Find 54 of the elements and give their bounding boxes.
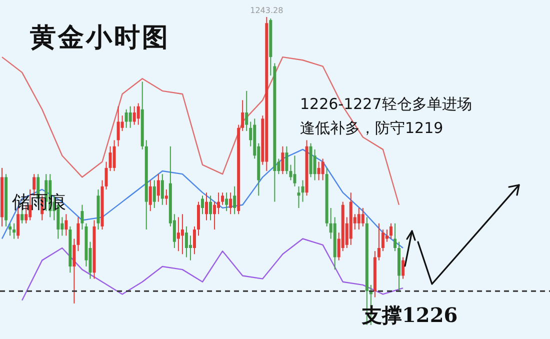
candlestick bbox=[205, 192, 208, 221]
candlestick bbox=[201, 195, 204, 215]
candlestick bbox=[108, 146, 112, 172]
candlestick bbox=[76, 216, 80, 252]
candlestick bbox=[176, 216, 180, 252]
candlestick bbox=[225, 192, 228, 212]
candlestick bbox=[377, 222, 380, 261]
candlestick bbox=[301, 180, 304, 202]
candlestick bbox=[313, 148, 316, 181]
candlestick bbox=[381, 229, 384, 252]
chart-title: 黄金小时图 bbox=[30, 22, 170, 55]
candlestick bbox=[152, 180, 156, 208]
candlestick bbox=[64, 214, 68, 236]
candlestick bbox=[281, 146, 284, 175]
candlestick bbox=[72, 238, 76, 304]
candlestick bbox=[128, 106, 132, 128]
candlestick bbox=[389, 222, 392, 240]
candlestick bbox=[285, 146, 288, 175]
candlestick bbox=[180, 214, 184, 255]
candlestick bbox=[209, 195, 212, 221]
candlestick bbox=[361, 207, 364, 227]
candlestick bbox=[184, 226, 188, 258]
candlestick bbox=[289, 164, 292, 181]
candlestick bbox=[104, 161, 108, 190]
candlestick bbox=[221, 192, 224, 206]
candlestick bbox=[80, 204, 84, 230]
candlestick bbox=[241, 100, 244, 132]
candlestick bbox=[124, 108, 128, 128]
candlestick bbox=[297, 186, 300, 208]
candlestick bbox=[217, 192, 220, 215]
candlestick bbox=[12, 222, 16, 240]
candlestick bbox=[245, 90, 248, 132]
candlestick bbox=[188, 235, 192, 261]
annotation: 1243.28 bbox=[250, 6, 284, 16]
candlestick bbox=[164, 188, 168, 206]
candlestick bbox=[148, 180, 152, 212]
annotation: 逢低补多，防守1219 bbox=[300, 119, 444, 138]
candlestick bbox=[317, 161, 320, 181]
candlestick bbox=[136, 102, 140, 126]
candlestick bbox=[357, 207, 360, 230]
candlestick bbox=[229, 192, 232, 215]
candlestick bbox=[116, 106, 120, 147]
candlestick bbox=[160, 174, 164, 206]
candlestick bbox=[112, 140, 116, 172]
candlestick bbox=[132, 106, 136, 126]
candlestick bbox=[401, 256, 404, 280]
candlestick bbox=[233, 186, 236, 215]
candlestick bbox=[192, 226, 196, 255]
candlestick bbox=[213, 201, 216, 230]
candlestick bbox=[293, 155, 296, 187]
candlestick bbox=[8, 222, 12, 236]
candlestick bbox=[156, 174, 160, 202]
candlestick bbox=[393, 222, 396, 252]
candlestick bbox=[321, 158, 324, 181]
